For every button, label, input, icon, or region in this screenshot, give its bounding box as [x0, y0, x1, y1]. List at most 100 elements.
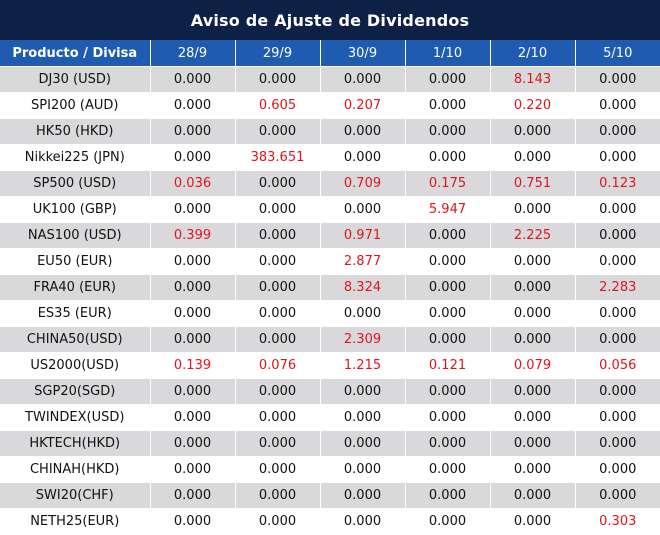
value-cell: 0.000 [234, 170, 320, 197]
value-cell: 0.000 [574, 482, 660, 509]
value-cell: 0.000 [149, 482, 235, 509]
value-cell: 0.000 [234, 274, 320, 301]
value-cell: 0.000 [149, 118, 235, 145]
value-cell: 0.000 [404, 92, 490, 119]
value-cell: 0.000 [234, 196, 320, 223]
value-cell: 0.220 [489, 92, 575, 119]
header-date: 5/10 [574, 40, 660, 67]
product-cell: US2000(USD) [0, 352, 150, 379]
dividend-table: Producto / Divisa 28/9 29/9 30/9 1/10 2/… [0, 40, 660, 535]
value-cell: 0.000 [149, 508, 235, 535]
table-row: Nikkei225 (JPN) 0.000 383.651 0.000 0.000 0.0… [0, 144, 660, 171]
value-cell: 0.303 [574, 508, 660, 535]
table-row: NAS100 (USD) 0.399 0.000 0.971 0.000 2.225 0.0… [0, 222, 660, 249]
value-cell: 0.000 [319, 482, 405, 509]
value-cell: 0.000 [149, 66, 235, 93]
value-cell: 0.000 [404, 430, 490, 457]
value-cell: 0.000 [574, 326, 660, 353]
value-cell: 0.139 [149, 352, 235, 379]
value-cell: 2.225 [489, 222, 575, 249]
table-row: SPI200 (AUD) 0.000 0.605 0.207 0.000 0.220 0.0… [0, 92, 660, 119]
table-row: SGP20(SGD) 0.000 0.000 0.000 0.000 0.000 0.000 [0, 378, 660, 405]
product-cell: CHINA50(USD) [0, 326, 150, 353]
value-cell: 0.000 [149, 430, 235, 457]
table-header-row: Producto / Divisa 28/9 29/9 30/9 1/10 2/… [0, 40, 660, 67]
value-cell: 0.000 [489, 300, 575, 327]
value-cell: 0.036 [149, 170, 235, 197]
product-cell: CHINAH(HKD) [0, 456, 150, 483]
value-cell: 0.000 [404, 222, 490, 249]
table-row: HK50 (HKD) 0.000 0.000 0.000 0.000 0.000 0.000 [0, 118, 660, 145]
table-row: US2000(USD) 0.139 0.076 1.215 0.121 0.079 0.05… [0, 352, 660, 379]
value-cell: 0.000 [149, 196, 235, 223]
value-cell: 0.000 [319, 196, 405, 223]
value-cell: 8.324 [319, 274, 405, 301]
value-cell: 0.000 [234, 118, 320, 145]
value-cell: 0.000 [404, 144, 490, 171]
value-cell: 0.000 [574, 118, 660, 145]
value-cell: 0.000 [489, 456, 575, 483]
value-cell: 0.000 [149, 92, 235, 119]
header-date: 29/9 [234, 40, 320, 67]
value-cell: 0.056 [574, 352, 660, 379]
product-cell: HKTECH(HKD) [0, 430, 150, 457]
product-cell: SWI20(CHF) [0, 482, 150, 509]
value-cell: 0.000 [489, 326, 575, 353]
value-cell: 0.000 [234, 66, 320, 93]
value-cell: 0.000 [149, 326, 235, 353]
product-cell: NAS100 (USD) [0, 222, 150, 249]
value-cell: 0.000 [574, 196, 660, 223]
value-cell: 0.000 [574, 222, 660, 249]
table-row: CHINAH(HKD) 0.000 0.000 0.000 0.000 0.000 0.00… [0, 456, 660, 483]
value-cell: 0.000 [319, 430, 405, 457]
page-title: Aviso de Ajuste de Dividendos [0, 0, 660, 40]
value-cell: 0.751 [489, 170, 575, 197]
table-row: SWI20(CHF) 0.000 0.000 0.000 0.000 0.000 0.000 [0, 482, 660, 509]
value-cell: 0.000 [489, 430, 575, 457]
product-cell: SP500 (USD) [0, 170, 150, 197]
table-row: FRA40 (EUR) 0.000 0.000 8.324 0.000 0.000 2.28… [0, 274, 660, 301]
value-cell: 0.000 [489, 378, 575, 405]
value-cell: 0.000 [319, 118, 405, 145]
value-cell: 0.000 [574, 378, 660, 405]
header-date: 28/9 [149, 40, 235, 67]
value-cell: 0.000 [574, 144, 660, 171]
value-cell: 0.000 [319, 144, 405, 171]
value-cell: 0.000 [404, 508, 490, 535]
value-cell: 0.000 [574, 430, 660, 457]
product-cell: ES35 (EUR) [0, 300, 150, 327]
value-cell: 0.000 [404, 66, 490, 93]
product-cell: HK50 (HKD) [0, 118, 150, 145]
value-cell: 0.000 [234, 482, 320, 509]
value-cell: 0.000 [404, 248, 490, 275]
product-cell: FRA40 (EUR) [0, 274, 150, 301]
table-row: TWINDEX(USD) 0.000 0.000 0.000 0.000 0.000 0.0… [0, 404, 660, 431]
product-cell: TWINDEX(USD) [0, 404, 150, 431]
value-cell: 0.000 [574, 92, 660, 119]
value-cell: 0.000 [149, 456, 235, 483]
value-cell: 2.283 [574, 274, 660, 301]
value-cell: 0.000 [234, 248, 320, 275]
product-cell: SPI200 (AUD) [0, 92, 150, 119]
value-cell: 2.309 [319, 326, 405, 353]
table-row: CHINA50(USD) 0.000 0.000 2.309 0.000 0.000 0.0… [0, 326, 660, 353]
value-cell: 0.000 [319, 300, 405, 327]
value-cell: 0.000 [404, 404, 490, 431]
table-body: DJ30 (USD) 0.000 0.000 0.000 0.000 8.143 0.000… [0, 66, 660, 535]
value-cell: 0.079 [489, 352, 575, 379]
value-cell: 383.651 [234, 144, 320, 171]
product-cell: NETH25(EUR) [0, 508, 150, 535]
value-cell: 0.121 [404, 352, 490, 379]
product-cell: UK100 (GBP) [0, 196, 150, 223]
value-cell: 0.000 [404, 118, 490, 145]
value-cell: 0.000 [149, 274, 235, 301]
value-cell: 0.000 [234, 326, 320, 353]
table-row: UK100 (GBP) 0.000 0.000 0.000 5.947 0.000 0.00… [0, 196, 660, 223]
value-cell: 0.175 [404, 170, 490, 197]
value-cell: 0.709 [319, 170, 405, 197]
value-cell: 0.000 [234, 430, 320, 457]
value-cell: 0.000 [404, 482, 490, 509]
value-cell: 0.000 [404, 326, 490, 353]
product-cell: EU50 (EUR) [0, 248, 150, 275]
value-cell: 0.000 [234, 456, 320, 483]
